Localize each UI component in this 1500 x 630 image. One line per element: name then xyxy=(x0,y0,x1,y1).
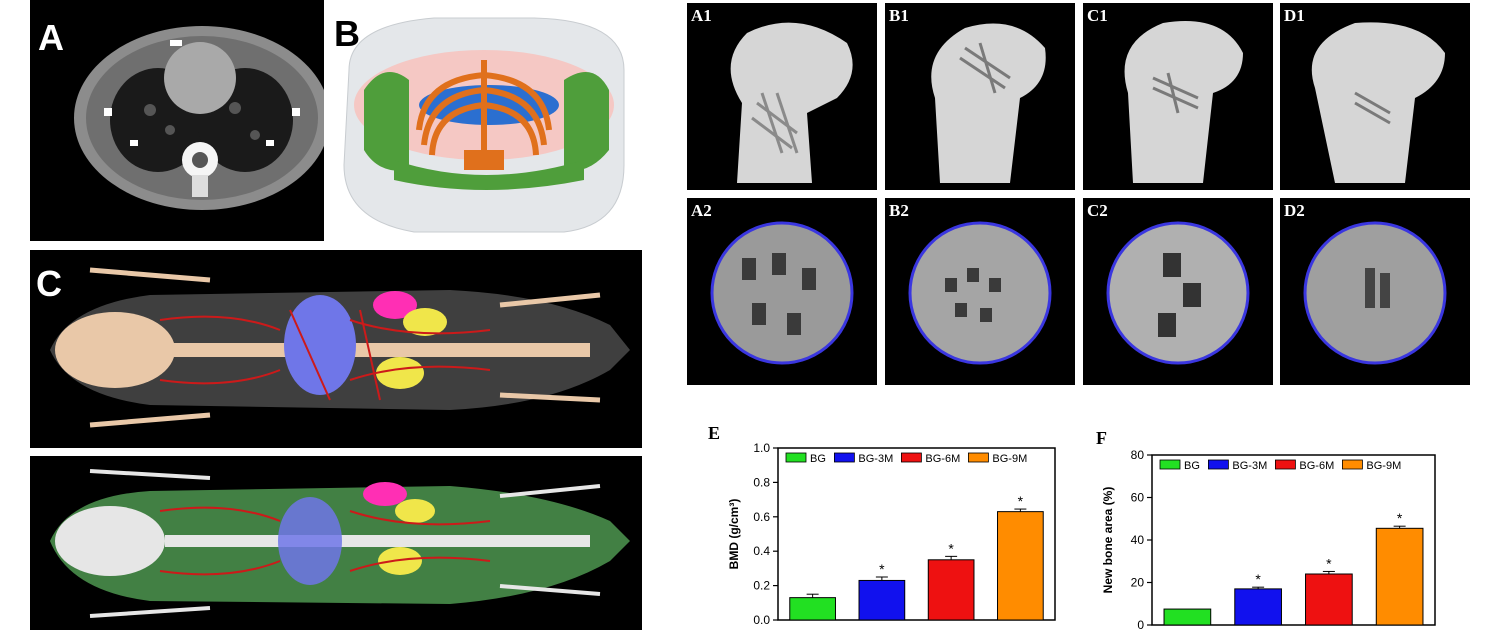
legend-label: BG xyxy=(810,453,826,465)
label-b1: B1 xyxy=(889,6,909,25)
cross-section-a2: A2 xyxy=(687,198,877,385)
cross-section-image-d2 xyxy=(1303,221,1447,365)
y-tick-label: 60 xyxy=(1131,491,1145,505)
y-tick-label: 0.8 xyxy=(753,475,770,489)
chart-e-title: E xyxy=(708,423,721,443)
legend-swatch xyxy=(833,452,855,463)
cross-section-image-a2 xyxy=(710,221,854,365)
legend-label: BG xyxy=(1184,460,1200,472)
legend-label: BG-3M xyxy=(858,453,893,465)
label-a1: A1 xyxy=(691,6,712,25)
label-c1: C1 xyxy=(1087,6,1108,25)
panel-label-a: A xyxy=(38,17,64,58)
ct-slice-panel: A xyxy=(30,0,324,241)
bar xyxy=(1163,608,1212,626)
femur-image-b1 xyxy=(931,23,1046,183)
significance-marker: * xyxy=(1326,555,1332,571)
legend-swatch xyxy=(785,452,807,463)
significance-marker: * xyxy=(1018,493,1024,509)
ct-slice-image xyxy=(74,26,324,210)
rat-skeleton-vessels-image xyxy=(50,267,630,428)
significance-marker: * xyxy=(1255,571,1261,587)
legend-swatch xyxy=(1341,459,1363,470)
label-a2: A2 xyxy=(691,201,712,220)
legend-swatch xyxy=(900,452,922,463)
new-bone-area-chart: F 0 20 40 60 80 New bone area (%) BG BG-3M BG-6M… xyxy=(1090,425,1450,630)
significance-marker: * xyxy=(879,561,885,577)
y-tick-label: 1.0 xyxy=(753,441,770,455)
plot-frame xyxy=(777,447,1056,621)
bar xyxy=(1234,588,1282,626)
legend-swatch xyxy=(967,452,989,463)
chart-f-title: F xyxy=(1096,428,1107,448)
y-tick-label: 40 xyxy=(1131,533,1145,547)
femur-image-c1 xyxy=(1124,21,1243,183)
bar xyxy=(927,559,975,621)
legend-label: BG-3M xyxy=(1232,460,1267,472)
femur-image-a1 xyxy=(730,22,853,184)
cross-section-image-c2 xyxy=(1106,221,1250,365)
cross-section-c2: C2 xyxy=(1083,198,1273,385)
cross-section-b2: B2 xyxy=(885,198,1075,385)
femur-render-b1: B1 xyxy=(885,3,1075,190)
legend-swatch xyxy=(1208,459,1229,470)
femur-render-a1: A1 xyxy=(687,3,877,190)
bmd-chart: E 0.0 0.2 0.4 0.6 0.8 1.0 BMD (g/cm³) BG BG-3M BG… xyxy=(700,420,1060,630)
label-d1: D1 xyxy=(1284,6,1305,25)
chest-3d-panel: B xyxy=(324,0,642,241)
y-tick-label: 0.4 xyxy=(753,544,770,558)
bar xyxy=(789,597,836,621)
y-tick-label: 80 xyxy=(1131,448,1145,462)
femur-image-d1 xyxy=(1311,22,1445,183)
y-tick-label: 20 xyxy=(1131,576,1145,590)
bar xyxy=(1305,573,1353,626)
cross-section-image-b2 xyxy=(908,221,1052,365)
y-tick-label: 0.0 xyxy=(753,613,770,627)
legend-label: BG-9M xyxy=(992,453,1027,465)
bmd-chart-svg: 0.0 0.2 0.4 0.6 0.8 1.0 BMD (g/cm³) BG BG-3M BG-6… xyxy=(727,441,1056,627)
legend-label: BG-6M xyxy=(925,453,960,465)
label-b2: B2 xyxy=(889,201,909,220)
legend-swatch xyxy=(1274,459,1296,470)
rat-skeleton-vessels-panel: C xyxy=(30,250,642,448)
bar xyxy=(858,579,906,621)
panel-label-b: B xyxy=(334,13,360,54)
significance-marker: * xyxy=(1397,510,1403,526)
legend-label: BG-9M xyxy=(1366,460,1401,472)
bar xyxy=(1375,527,1424,626)
rat-tissue-panel xyxy=(30,456,642,630)
y-tick-label: 0.6 xyxy=(753,510,770,524)
y-axis-label: BMD (g/cm³) xyxy=(727,499,741,570)
femur-render-c1: C1 xyxy=(1083,3,1273,190)
new-bone-area-chart-svg: 0 20 40 60 80 New bone area (%) BG BG-3M BG-6M BG… xyxy=(1101,448,1436,630)
significance-marker: * xyxy=(948,540,954,556)
chest-3d-image xyxy=(343,17,625,233)
legend-label: BG-6M xyxy=(1299,460,1334,472)
y-tick-label: 0.2 xyxy=(753,579,770,593)
bar xyxy=(997,511,1044,621)
panel-label-c: C xyxy=(36,263,62,304)
label-c2: C2 xyxy=(1087,201,1108,220)
y-axis-label: New bone area (%) xyxy=(1101,487,1115,594)
legend-swatch xyxy=(1159,459,1181,470)
label-d2: D2 xyxy=(1284,201,1305,220)
y-tick-label: 0 xyxy=(1137,618,1144,630)
femur-render-d1: D1 xyxy=(1280,3,1470,190)
cross-section-d2: D2 xyxy=(1280,198,1470,385)
rat-tissue-image xyxy=(50,469,630,618)
